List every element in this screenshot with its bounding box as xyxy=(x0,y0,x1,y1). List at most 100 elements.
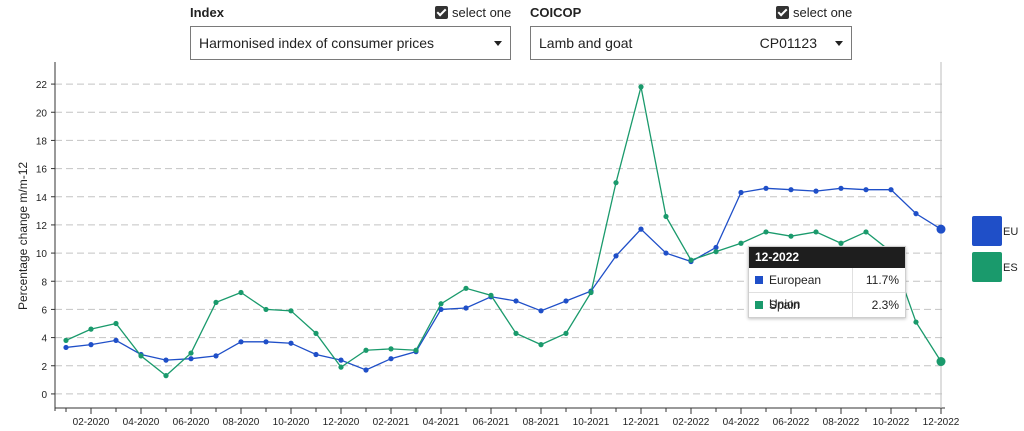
legend-swatch-es[interactable] xyxy=(972,252,1002,282)
checkbox-checked-icon[interactable] xyxy=(776,6,789,19)
series-line-eu xyxy=(65,187,942,371)
data-point-es xyxy=(936,357,946,367)
data-point-es xyxy=(638,84,644,90)
y-tick-label: 4 xyxy=(41,334,47,345)
data-point-eu xyxy=(113,337,119,343)
data-point-eu xyxy=(563,298,569,304)
legend-swatch-eu[interactable] xyxy=(972,216,1002,246)
data-point-es xyxy=(513,330,519,336)
data-point-eu xyxy=(538,308,544,314)
y-axis: 0 2 4 6 8 10 12 14 16 18 20 22 xyxy=(36,62,56,411)
x-tick-label: 10-2022 xyxy=(873,417,910,428)
checkbox-checked-icon[interactable] xyxy=(435,6,448,19)
data-point-eu xyxy=(88,342,94,348)
data-point-eu xyxy=(263,339,269,345)
data-point-es xyxy=(463,285,469,291)
data-point-eu xyxy=(738,189,744,196)
y-tick-label: 22 xyxy=(36,80,48,91)
data-point-es xyxy=(388,346,394,352)
data-point-eu xyxy=(638,226,644,232)
data-point-eu xyxy=(288,340,294,346)
data-point-es xyxy=(238,289,244,296)
x-axis: 02-2020 04-2020 06-2020 08-2020 10-2020 12-20… xyxy=(55,407,960,428)
data-point-es xyxy=(838,240,844,246)
x-tick-label: 08-2021 xyxy=(523,417,560,428)
x-tick-label: 04-2022 xyxy=(723,417,760,428)
data-point-es xyxy=(488,292,494,298)
data-point-eu xyxy=(213,353,219,359)
data-point-eu xyxy=(763,185,769,191)
index-select-one-toggle[interactable]: select one xyxy=(435,5,511,20)
data-point-es xyxy=(613,180,619,186)
series-line-es xyxy=(65,86,942,377)
data-point-es xyxy=(438,301,444,307)
x-tick-label: 06-2020 xyxy=(173,417,210,428)
data-point-es xyxy=(188,350,194,356)
x-tick-label: 10-2020 xyxy=(273,417,310,428)
coicop-dropdown[interactable]: Lamb and goat CP01123 xyxy=(530,26,852,60)
data-point-eu xyxy=(163,357,169,363)
data-point-eu xyxy=(813,188,819,194)
x-tick-label: 08-2022 xyxy=(823,417,860,428)
data-point-es xyxy=(563,330,569,336)
chevron-down-icon xyxy=(494,40,502,46)
y-tick-label: 0 xyxy=(41,390,47,401)
data-point-eu xyxy=(388,356,394,362)
data-point-es xyxy=(338,364,344,370)
data-point-es xyxy=(363,347,369,353)
chevron-down-icon xyxy=(835,40,843,46)
data-point-es xyxy=(113,320,119,327)
y-tick-label: 14 xyxy=(36,193,48,204)
coicop-select-one-toggle[interactable]: select one xyxy=(776,5,852,20)
coicop-select-one-label: select one xyxy=(793,5,853,20)
index-select-one-label: select one xyxy=(452,5,512,20)
data-point-es xyxy=(538,342,544,348)
y-tick-label: 18 xyxy=(36,136,48,147)
data-point-eu xyxy=(338,357,344,363)
data-point-es xyxy=(913,319,919,325)
data-point-es xyxy=(288,308,294,314)
data-point-eu xyxy=(613,253,619,259)
tooltip-row: European Union 11.7% xyxy=(749,268,905,311)
chart-series xyxy=(63,84,946,379)
index-dropdown[interactable]: Harmonised index of consumer prices xyxy=(190,26,511,60)
x-tick-label: 12-2020 xyxy=(323,417,360,428)
tooltip-series-name: European Union xyxy=(769,268,853,311)
data-point-eu xyxy=(936,224,946,234)
data-point-eu xyxy=(513,298,519,304)
y-tick-label: 6 xyxy=(41,305,47,316)
x-tick-label: 04-2020 xyxy=(123,417,160,428)
data-point-eu xyxy=(438,306,444,313)
data-point-eu xyxy=(863,187,869,193)
x-tick-label: 02-2020 xyxy=(73,417,110,428)
data-point-eu xyxy=(63,344,69,351)
legend-label-eu: EU xyxy=(1003,226,1019,238)
index-dropdown-value: Harmonised index of consumer prices xyxy=(199,35,434,51)
y-axis-title: Percentage change m/m-12 xyxy=(16,162,30,310)
coicop-dropdown-code: CP01123 xyxy=(759,35,817,51)
data-point-es xyxy=(63,337,69,343)
tooltip-series-value: 2.3% xyxy=(871,298,899,312)
tooltip-series-name: Spain xyxy=(769,293,853,317)
data-point-eu xyxy=(663,250,669,256)
chart-grid xyxy=(55,83,945,395)
x-tick-label: 06-2021 xyxy=(473,417,510,428)
tooltip-row: Spain 2.3% xyxy=(749,293,905,317)
tooltip-swatch-eu xyxy=(755,276,763,284)
x-tick-label: 02-2021 xyxy=(373,417,410,428)
y-tick-label: 2 xyxy=(41,362,47,373)
data-point-eu xyxy=(463,305,469,311)
data-point-es xyxy=(213,299,219,305)
data-point-eu xyxy=(888,187,894,193)
y-tick-label: 8 xyxy=(41,277,47,288)
x-tick-label: 04-2021 xyxy=(423,417,460,428)
data-point-es xyxy=(88,326,94,332)
x-tick-label: 12-2021 xyxy=(623,417,660,428)
coicop-dropdown-value: Lamb and goat xyxy=(539,35,633,51)
data-point-eu xyxy=(838,185,844,191)
data-point-es xyxy=(813,229,819,235)
legend-label-es: ES xyxy=(1003,262,1018,274)
tooltip-series-value: 11.7% xyxy=(865,273,899,287)
data-point-es xyxy=(163,373,169,379)
